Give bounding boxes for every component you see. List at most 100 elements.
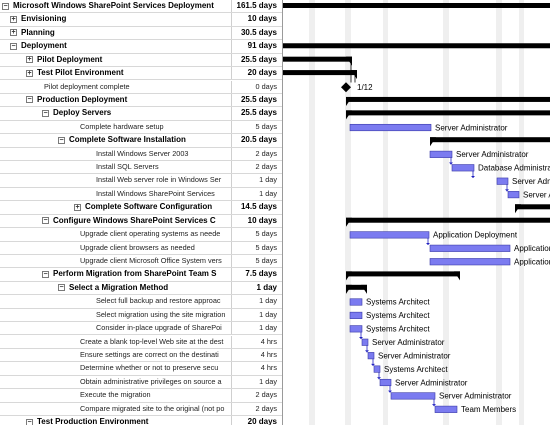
task-name-cell[interactable]: Upgrade client browsers as needed xyxy=(0,241,232,254)
expand-icon[interactable]: + xyxy=(10,29,17,37)
task-name-cell[interactable]: Create a blank top-level Web site at the… xyxy=(0,335,232,348)
collapse-icon[interactable]: − xyxy=(26,418,33,425)
task-name-cell[interactable]: + Envisioning xyxy=(0,13,232,26)
task-row[interactable]: + Pilot Deployment 25.5 days xyxy=(0,53,282,68)
summary-bar[interactable] xyxy=(346,284,367,290)
collapse-icon[interactable]: − xyxy=(10,42,17,50)
task-bar[interactable] xyxy=(434,405,458,413)
task-name-cell[interactable]: − Test Production Environment xyxy=(0,416,232,425)
task-bar[interactable] xyxy=(507,191,520,199)
task-bar[interactable] xyxy=(349,325,363,333)
task-row[interactable]: − Select a Migration Method 1 day xyxy=(0,281,282,296)
task-row[interactable]: Install Windows SharePoint Services 1 day xyxy=(0,187,282,202)
task-bar[interactable] xyxy=(349,123,432,132)
task-name-cell[interactable]: + Complete Software Configuration xyxy=(0,201,232,214)
summary-bar[interactable] xyxy=(346,271,460,277)
task-row[interactable]: Upgrade client browsers as needed 5 days xyxy=(0,241,282,255)
task-row[interactable]: + Planning 30.5 days xyxy=(0,26,282,41)
summary-bar[interactable] xyxy=(283,70,357,76)
task-row[interactable]: Upgrade client operating systems as need… xyxy=(0,228,282,242)
task-name-cell[interactable]: + Test Pilot Environment xyxy=(0,67,232,80)
summary-bar[interactable] xyxy=(346,96,550,102)
task-name-cell[interactable]: Determine whether or not to preserve sec… xyxy=(0,362,232,375)
task-bar[interactable] xyxy=(367,352,375,360)
task-row[interactable]: Select full backup and restore approac 1 … xyxy=(0,295,282,309)
task-bar[interactable] xyxy=(349,231,430,239)
task-name-cell[interactable]: + Pilot Deployment xyxy=(0,53,232,67)
task-row[interactable]: Compare migrated site to the original (n… xyxy=(0,402,282,416)
task-row[interactable]: Consider in-place upgrade of SharePoi 1 d… xyxy=(0,322,282,336)
task-bar[interactable] xyxy=(349,298,363,306)
collapse-icon[interactable]: − xyxy=(42,217,49,225)
expand-icon[interactable]: + xyxy=(26,56,33,64)
task-name-cell[interactable]: Pilot deployment complete xyxy=(0,80,232,93)
task-name-cell[interactable]: Execute the migration xyxy=(0,389,232,402)
task-name-cell[interactable]: Upgrade client Microsoft Office System v… xyxy=(0,254,232,268)
task-row[interactable]: Install Web server role in Windows Ser 1 … xyxy=(0,174,282,188)
task-row[interactable]: Complete hardware setup 5 days xyxy=(0,120,282,135)
task-row[interactable]: Install SQL Servers 2 days xyxy=(0,161,282,175)
milestone-icon[interactable] xyxy=(341,82,351,93)
task-row[interactable]: Execute the migration 2 days xyxy=(0,389,282,403)
task-row[interactable]: − Test Production Environment 20 days xyxy=(0,416,282,425)
task-bar[interactable] xyxy=(429,258,511,266)
task-row[interactable]: Upgrade client Microsoft Office System v… xyxy=(0,254,282,269)
task-bar[interactable] xyxy=(361,338,369,346)
task-name-cell[interactable]: Install Windows Server 2003 xyxy=(0,147,232,160)
task-bar[interactable] xyxy=(429,244,511,252)
task-name-cell[interactable]: Install Web server role in Windows Ser xyxy=(0,174,232,187)
task-name-cell[interactable]: Select full backup and restore approac xyxy=(0,295,232,308)
expand-icon[interactable]: + xyxy=(74,203,81,211)
task-bar[interactable] xyxy=(429,150,453,158)
task-name-cell[interactable]: − Perform Migration from SharePoint Team … xyxy=(0,268,232,281)
task-name-cell[interactable]: − Deployment xyxy=(0,40,232,53)
summary-bar[interactable] xyxy=(430,137,550,143)
task-name-cell[interactable]: Compare migrated site to the original (n… xyxy=(0,402,232,415)
task-row[interactable]: − Perform Migration from SharePoint Team … xyxy=(0,268,282,282)
task-row[interactable]: Pilot deployment complete 0 days xyxy=(0,80,282,94)
task-name-cell[interactable]: − Select a Migration Method xyxy=(0,281,232,295)
expand-icon[interactable]: + xyxy=(26,69,33,77)
task-bar[interactable] xyxy=(390,392,436,400)
task-row[interactable]: Determine whether or not to preserve sec… xyxy=(0,362,282,376)
collapse-icon[interactable]: − xyxy=(58,284,65,292)
task-row[interactable]: − Deployment 91 days xyxy=(0,40,282,54)
task-row[interactable]: Create a blank top-level Web site at the… xyxy=(0,335,282,349)
task-row[interactable]: + Complete Software Configuration 14.5 day… xyxy=(0,201,282,215)
collapse-icon[interactable]: − xyxy=(2,2,9,10)
task-name-cell[interactable]: − Production Deployment xyxy=(0,93,232,107)
task-name-cell[interactable]: Install SQL Servers xyxy=(0,161,232,174)
task-name-cell[interactable]: Ensure settings are correct on the desti… xyxy=(0,348,232,362)
task-row[interactable]: − Configure Windows SharePoint Services C… xyxy=(0,214,282,229)
task-bar[interactable] xyxy=(373,365,381,373)
task-row[interactable]: Select migration using the site migratio… xyxy=(0,308,282,323)
summary-bar[interactable] xyxy=(346,110,550,116)
expand-icon[interactable]: + xyxy=(10,15,17,23)
task-name-cell[interactable]: − Microsoft Windows SharePoint Services D… xyxy=(0,0,232,13)
task-row[interactable]: − Deploy Servers 25.5 days xyxy=(0,107,282,121)
task-row[interactable]: Install Windows Server 2003 2 days xyxy=(0,147,282,161)
task-bar[interactable] xyxy=(349,311,363,319)
summary-bar[interactable] xyxy=(283,43,550,49)
task-name-cell[interactable]: Upgrade client operating systems as need… xyxy=(0,228,232,241)
collapse-icon[interactable]: − xyxy=(42,270,49,278)
task-name-cell[interactable]: − Complete Software Installation xyxy=(0,134,232,147)
task-row[interactable]: Ensure settings are correct on the desti… xyxy=(0,348,282,363)
task-name-cell[interactable]: Obtain administrative privileges on sour… xyxy=(0,375,232,389)
task-name-cell[interactable]: Complete hardware setup xyxy=(0,120,232,134)
task-bar[interactable] xyxy=(379,378,392,387)
collapse-icon[interactable]: − xyxy=(26,96,33,104)
task-row[interactable]: + Envisioning 10 days xyxy=(0,13,282,27)
task-row[interactable]: Obtain administrative privileges on sour… xyxy=(0,375,282,390)
summary-bar[interactable] xyxy=(283,3,550,8)
task-name-cell[interactable]: + Planning xyxy=(0,26,232,40)
task-name-cell[interactable]: − Configure Windows SharePoint Services C xyxy=(0,214,232,228)
summary-bar[interactable] xyxy=(346,217,550,223)
summary-bar[interactable] xyxy=(283,56,352,62)
task-row[interactable]: + Test Pilot Environment 20 days xyxy=(0,67,282,81)
task-name-cell[interactable]: Consider in-place upgrade of SharePoi xyxy=(0,322,232,335)
task-name-cell[interactable]: − Deploy Servers xyxy=(0,107,232,120)
task-row[interactable]: − Production Deployment 25.5 days xyxy=(0,93,282,108)
collapse-icon[interactable]: − xyxy=(42,109,49,117)
task-row[interactable]: − Complete Software Installation 20.5 days xyxy=(0,134,282,148)
